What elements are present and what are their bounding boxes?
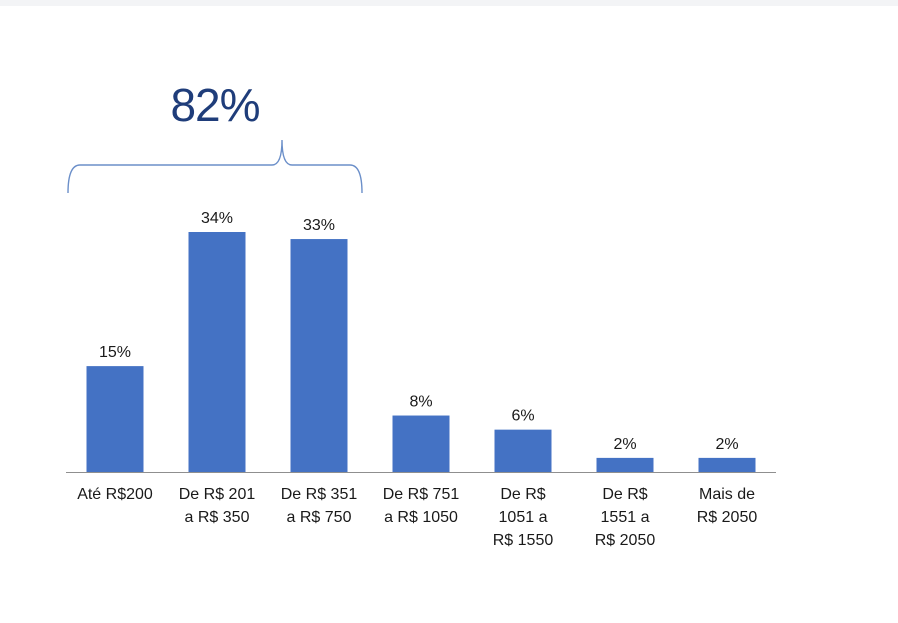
tick-labels-group: Até R$200 De R$ 201 a R$ 350 De R$ 351 a R$ … — [77, 486, 757, 549]
tick-label-1: De R$ 201 a R$ 350 — [179, 486, 256, 526]
tick-label-5-line-2: R$ 2050 — [595, 532, 656, 549]
tick-label-0: Até R$200 — [77, 486, 153, 503]
data-label-6: 2% — [715, 436, 738, 453]
tick-label-6: Mais de R$ 2050 — [697, 486, 758, 526]
bars-group — [86, 232, 756, 472]
data-label-3: 8% — [409, 394, 432, 411]
tick-label-5-line-0: De R$ — [602, 486, 647, 503]
bar-2 — [290, 239, 348, 472]
bar-5 — [596, 457, 654, 472]
tick-label-4-line-0: De R$ — [500, 486, 545, 503]
bar-0 — [86, 366, 144, 472]
tick-label-4: De R$ 1051 a R$ 1550 — [493, 486, 554, 549]
data-labels-group: 15% 34% 33% 8% 6% 2% 2% — [99, 210, 739, 453]
bar-6 — [698, 457, 756, 472]
tick-label-3-line-0: De R$ 751 — [383, 486, 460, 503]
tick-label-4-line-1: 1051 a — [499, 509, 548, 526]
tick-label-3-line-1: a R$ 1050 — [384, 509, 458, 526]
bar-4 — [494, 429, 552, 472]
bar-3 — [392, 415, 450, 472]
bracket-82-percent — [67, 139, 363, 194]
top-strip — [0, 0, 898, 6]
tick-label-5-line-1: 1551 a — [601, 509, 650, 526]
tick-label-2-line-0: De R$ 351 — [281, 486, 358, 503]
tick-label-6-line-0: Mais de — [699, 486, 755, 503]
tick-label-0-line-0: Até R$200 — [77, 486, 153, 503]
tick-label-1-line-0: De R$ 201 — [179, 486, 256, 503]
data-label-2: 33% — [303, 217, 335, 234]
tick-label-2-line-1: a R$ 750 — [287, 509, 352, 526]
data-label-5: 2% — [613, 436, 636, 453]
tick-label-1-line-1: a R$ 350 — [185, 509, 250, 526]
callout-82-percent: 82% — [170, 79, 260, 131]
bar-1 — [188, 232, 246, 472]
data-label-4: 6% — [511, 408, 534, 425]
tick-label-3: De R$ 751 a R$ 1050 — [383, 486, 460, 526]
tick-label-5: De R$ 1551 a R$ 2050 — [595, 486, 656, 549]
tick-label-4-line-2: R$ 1550 — [493, 532, 554, 549]
tick-label-2: De R$ 351 a R$ 750 — [281, 486, 358, 526]
data-label-1: 34% — [201, 210, 233, 227]
data-label-0: 15% — [99, 344, 131, 361]
tick-label-6-line-1: R$ 2050 — [697, 509, 758, 526]
